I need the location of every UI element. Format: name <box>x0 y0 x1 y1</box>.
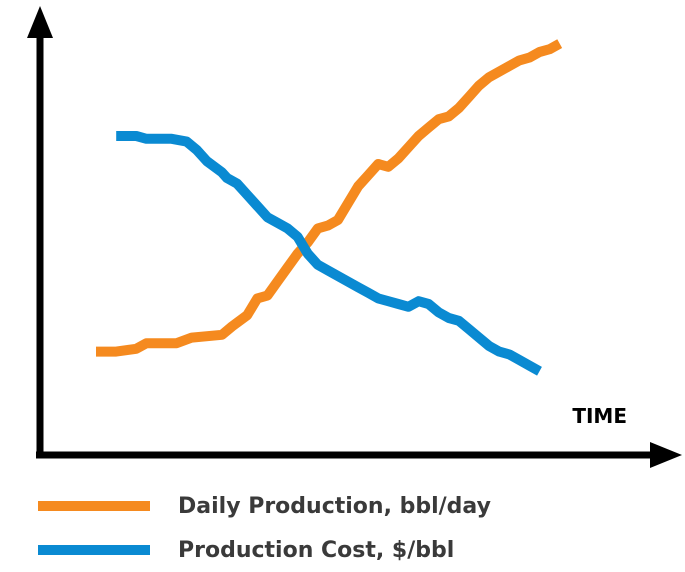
legend-swatch-production <box>38 501 150 511</box>
legend-label-cost: Production Cost, $/bbl <box>178 537 455 563</box>
legend-item-cost: Production Cost, $/bbl <box>38 528 491 572</box>
y-axis-arrow-icon <box>27 6 53 38</box>
x-axis-arrow-icon <box>650 442 682 468</box>
legend: Daily Production, bbl/day Production Cos… <box>38 484 491 572</box>
legend-label-production: Daily Production, bbl/day <box>178 493 491 519</box>
legend-item-production: Daily Production, bbl/day <box>38 484 491 528</box>
series-line-production <box>96 39 563 357</box>
x-axis-label: TIME <box>572 404 627 428</box>
y-axis <box>27 6 53 457</box>
series-line-cost <box>116 131 542 376</box>
series-layer <box>96 39 563 376</box>
legend-swatch-cost <box>38 545 150 555</box>
x-axis <box>36 442 682 468</box>
